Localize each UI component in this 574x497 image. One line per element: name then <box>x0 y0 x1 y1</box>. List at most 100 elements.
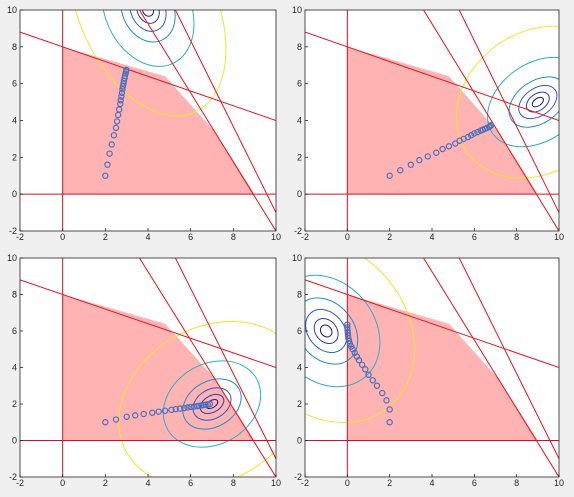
iterate-point <box>176 405 184 412</box>
y-tick-label: -2 <box>294 472 302 482</box>
iterate-point <box>386 172 393 179</box>
objective-contour <box>182 378 242 430</box>
iterate-point <box>102 172 109 179</box>
objective-contour <box>69 10 227 117</box>
plot-area <box>305 258 559 477</box>
y-tick-label: 4 <box>297 116 302 126</box>
x-tick-label: 6 <box>472 232 477 242</box>
y-tick-label: 8 <box>12 290 17 300</box>
x-tick-label: 0 <box>345 232 350 242</box>
iterate-point <box>407 161 415 168</box>
constraint-line <box>20 279 276 368</box>
iterate-point <box>433 149 440 156</box>
x-tick-label: 4 <box>145 478 150 488</box>
iterate-point <box>488 121 495 129</box>
iterate-point <box>474 128 481 136</box>
iterate-point <box>424 153 431 160</box>
y-tick-label: 8 <box>297 290 302 300</box>
plot-panel-bottom-left: -2 0 2 4 6 8 10 -2 0 2 4 6 8 10 <box>7 253 281 488</box>
objective-contour <box>120 10 176 43</box>
feasible-region <box>347 294 538 441</box>
iterate-point <box>386 406 393 413</box>
x-tick-label: 8 <box>231 478 236 488</box>
constraint-line <box>174 10 276 213</box>
x-tick-label: 0 <box>60 232 65 242</box>
feasible-region <box>62 46 255 195</box>
constraint-line <box>174 258 276 459</box>
objective-contour <box>129 10 167 32</box>
constraint-line <box>305 31 559 121</box>
iterate-point <box>108 141 115 148</box>
objective-contour <box>487 56 559 148</box>
iterate-point <box>383 397 390 404</box>
constraint-line <box>138 10 276 231</box>
iterate-point <box>110 132 118 139</box>
y-tick-label: 2 <box>12 399 17 409</box>
y-tick-label: 0 <box>12 189 17 199</box>
plot-area <box>305 10 559 231</box>
x-tick-label: 4 <box>145 232 150 242</box>
iterate-point <box>206 400 214 408</box>
iterate-point <box>344 324 351 331</box>
iterate-point <box>131 412 139 419</box>
x-tick-label: 6 <box>472 478 477 488</box>
constraint-line <box>458 258 559 459</box>
iterate-point <box>184 404 191 411</box>
feasible-region <box>347 46 538 195</box>
x-tick-label: 6 <box>188 478 193 488</box>
iterate-point <box>117 97 124 104</box>
iterate-point <box>362 366 369 373</box>
iterate-point <box>118 93 125 100</box>
iterate-point <box>106 150 113 157</box>
plot-area <box>20 10 276 231</box>
iterate-point <box>123 413 130 420</box>
iterate-point <box>161 407 169 414</box>
x-tick-label: -2 <box>16 478 24 488</box>
y-tick-label: 2 <box>297 152 302 162</box>
y-tick-label: 6 <box>297 79 302 89</box>
objective-contour <box>518 84 558 120</box>
x-tick-label: 8 <box>514 478 519 488</box>
constraint-line <box>458 10 559 213</box>
iterate-point <box>117 100 124 108</box>
iterate-point <box>187 403 194 411</box>
y-tick-label: -2 <box>9 226 17 236</box>
y-tick-label: 6 <box>297 326 302 336</box>
y-tick-label: 6 <box>12 326 17 336</box>
y-tick-label: 10 <box>292 253 302 263</box>
plot-area <box>20 258 276 477</box>
x-tick-label: -2 <box>16 232 24 242</box>
y-tick-label: 10 <box>7 253 17 263</box>
iterate-point <box>452 140 459 147</box>
y-tick-label: 2 <box>297 399 302 409</box>
objective-contour <box>136 10 160 24</box>
y-tick-label: -2 <box>294 226 302 236</box>
iterate-point <box>346 340 354 347</box>
y-tick-label: 0 <box>12 436 17 446</box>
y-tick-label: 0 <box>297 436 302 446</box>
plot-panel-top-right: -2 0 2 4 6 8 10 -2 0 2 4 6 8 10 <box>292 5 564 242</box>
x-tick-label: -2 <box>301 478 309 488</box>
iterate-point <box>168 406 175 414</box>
x-tick-label: 8 <box>514 232 519 242</box>
x-tick-label: 10 <box>554 232 564 242</box>
iterate-point <box>155 408 162 415</box>
x-tick-label: -2 <box>301 232 309 242</box>
constraint-line <box>20 31 276 121</box>
x-tick-label: 2 <box>387 232 392 242</box>
iterate-point <box>181 404 188 412</box>
iterate-point <box>467 132 475 139</box>
iterate-point <box>416 156 423 164</box>
iterate-point <box>369 377 376 384</box>
iterate-point <box>358 361 366 368</box>
y-tick-label: 2 <box>12 152 17 162</box>
iterate-point <box>445 143 453 150</box>
plot-panel-top-left: -2 0 2 4 6 8 10 -2 0 2 4 6 8 10 <box>7 5 281 242</box>
x-tick-label: 2 <box>387 478 392 488</box>
x-tick-label: 2 <box>103 478 108 488</box>
iterate-point <box>104 161 111 168</box>
x-tick-label: 4 <box>429 232 434 242</box>
x-tick-label: 2 <box>103 232 108 242</box>
y-tick-label: 8 <box>297 42 302 52</box>
